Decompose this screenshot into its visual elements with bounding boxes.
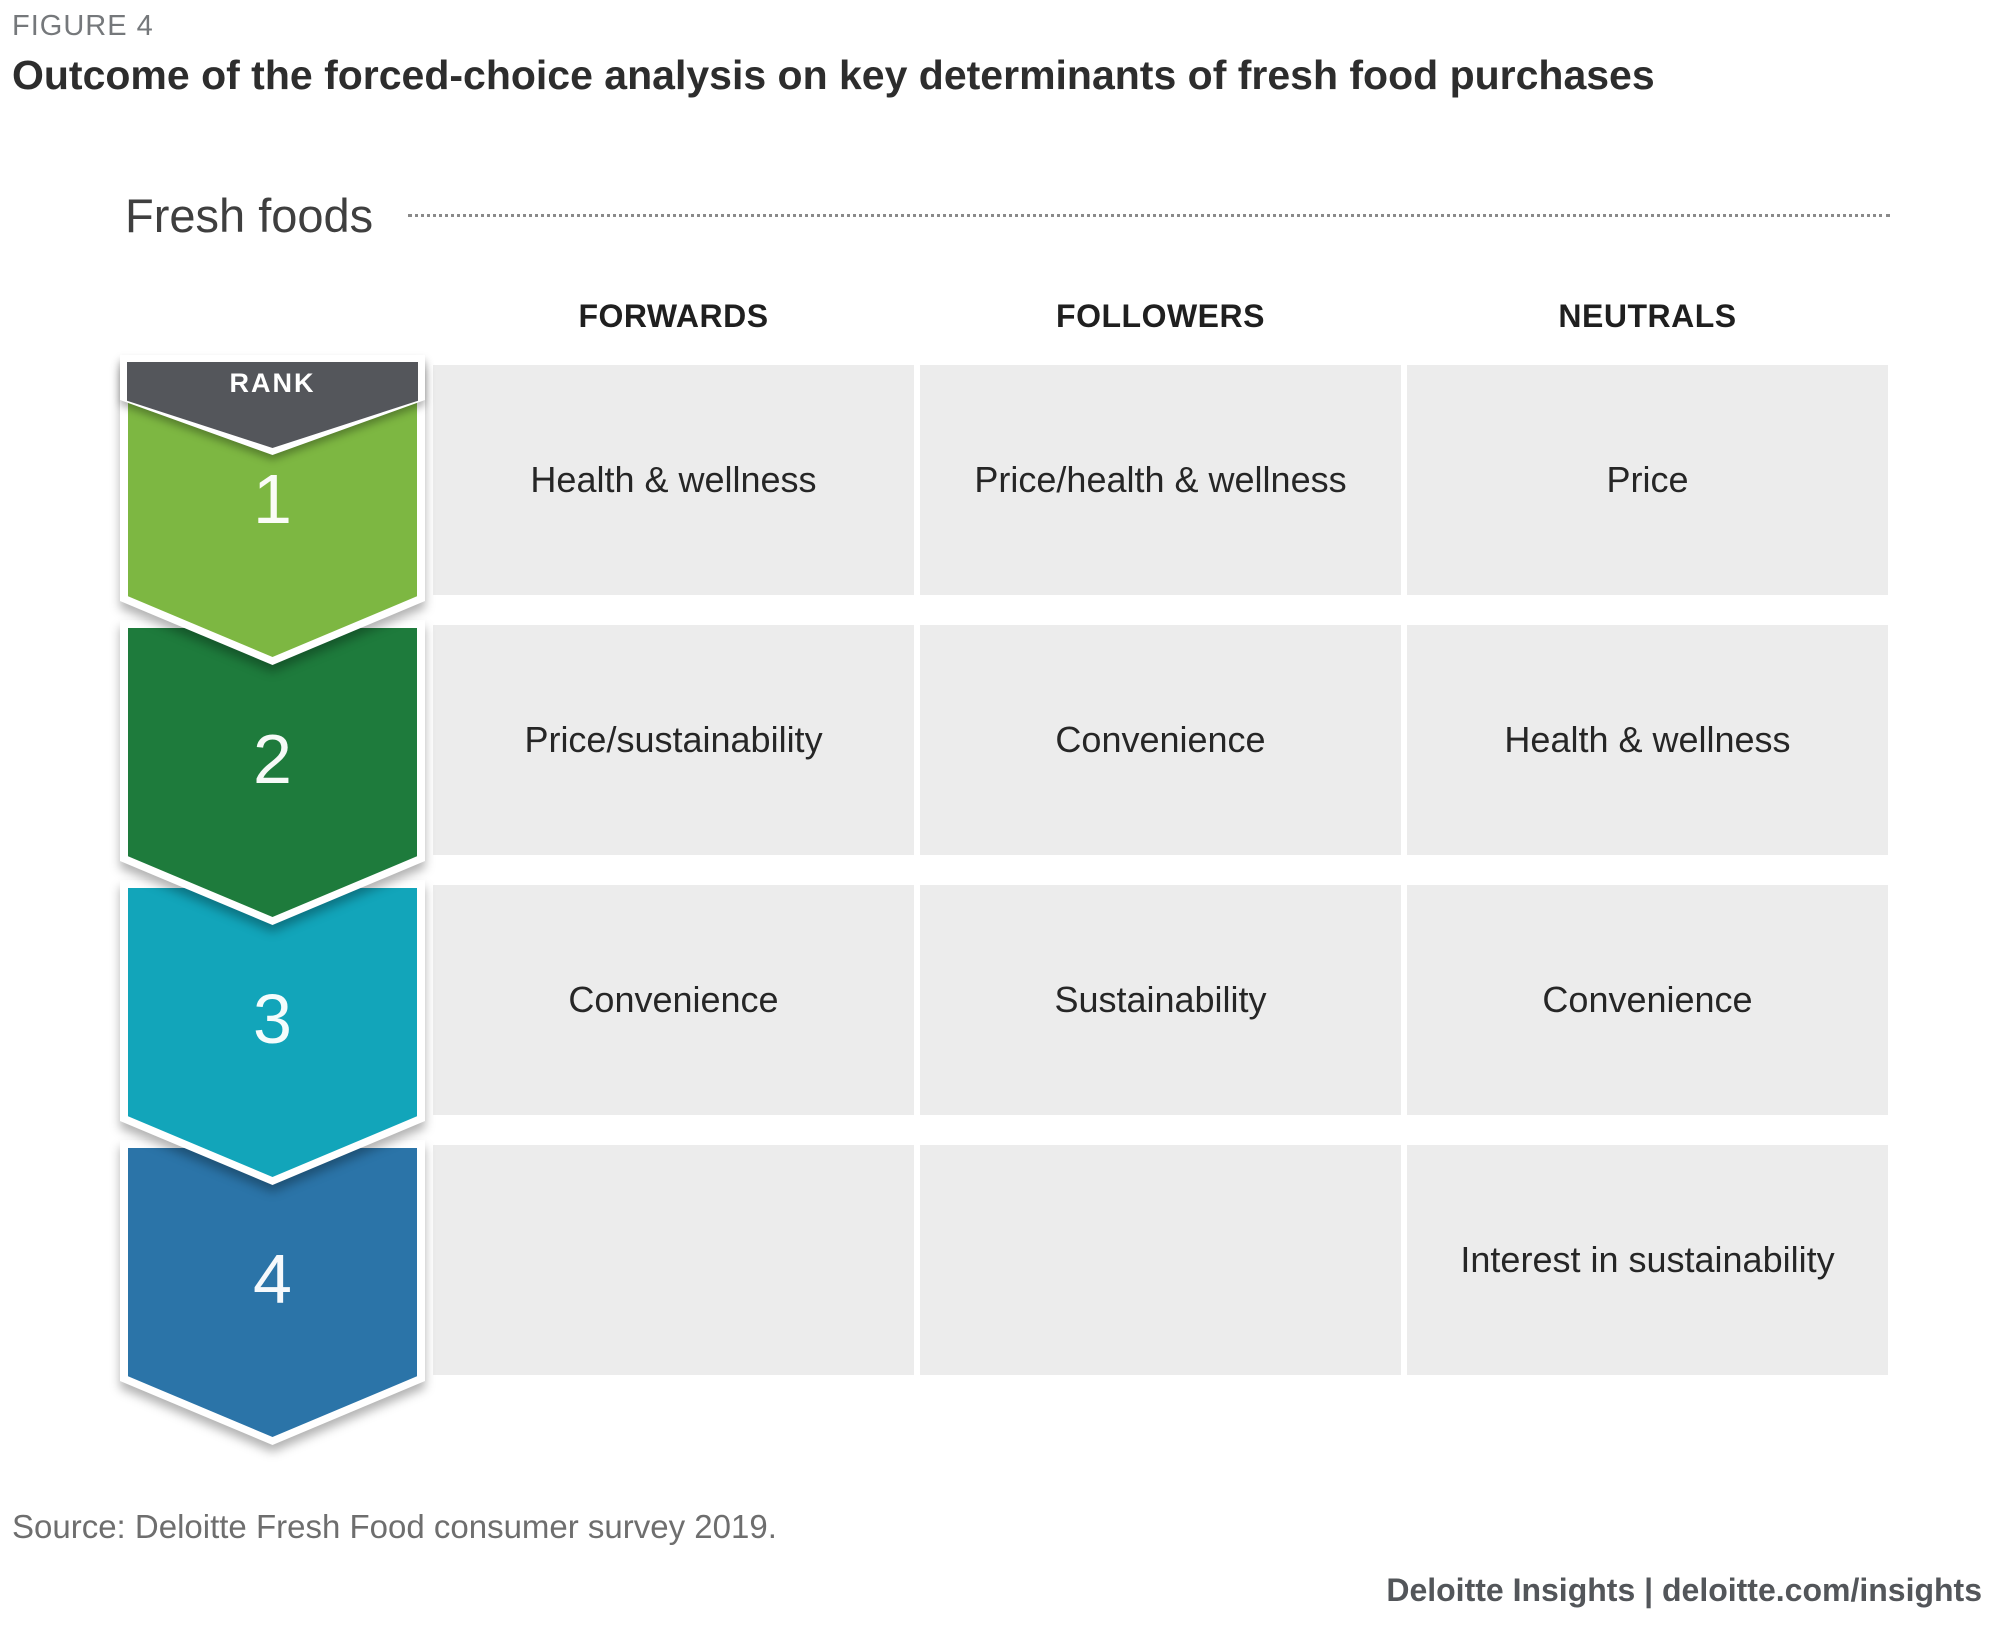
rank-badge: RANK xyxy=(120,355,425,455)
rank-chevron-4: 4 xyxy=(120,1140,425,1445)
rank-chevron-4-fill: 4 xyxy=(128,1148,417,1437)
section-header: Fresh foods xyxy=(125,188,1890,243)
cell-r2-neutrals: Health & wellness xyxy=(1407,625,1888,855)
rank-badge-label: RANK xyxy=(229,368,316,398)
cell-r1-neutrals: Price xyxy=(1407,365,1888,595)
column-header-followers: FOLLOWERS xyxy=(1056,298,1265,334)
rank-chevron-2: 2 xyxy=(120,620,425,925)
rank-number-2: 2 xyxy=(253,719,292,798)
rank-chevron-2-fill: 2 xyxy=(128,628,417,917)
dotted-rule xyxy=(408,214,1890,217)
rank-table: Health & wellness Price/health & wellnes… xyxy=(433,365,1888,1375)
rank-number-4: 4 xyxy=(253,1239,292,1318)
rank-number-1: 1 xyxy=(253,459,292,538)
rank-badge-outline: RANK xyxy=(120,355,425,455)
rank-number-3: 3 xyxy=(253,979,292,1058)
rank-chevron-2-outline: 2 xyxy=(120,620,425,925)
rank-chevron-4-outline: 4 xyxy=(120,1140,425,1445)
cell-r2-followers: Convenience xyxy=(920,625,1401,855)
figure-label: FIGURE 4 xyxy=(12,10,154,42)
rank-column: 1 2 3 4 xyxy=(120,355,425,1455)
cell-r4-followers xyxy=(920,1145,1401,1375)
cell-r1-forwards: Health & wellness xyxy=(433,365,914,595)
rank-chevron-3: 3 xyxy=(120,880,425,1185)
cell-r3-followers: Sustainability xyxy=(920,885,1401,1115)
rank-chevron-3-fill: 3 xyxy=(128,888,417,1177)
cell-r4-forwards xyxy=(433,1145,914,1375)
section-label: Fresh foods xyxy=(125,189,374,242)
cell-r3-forwards: Convenience xyxy=(433,885,914,1115)
cell-r4-neutrals: Interest in sustainability xyxy=(1407,1145,1888,1375)
rank-badge-fill: RANK xyxy=(127,362,418,448)
brand-footer: Deloitte Insights | deloitte.com/insight… xyxy=(1386,1572,1982,1608)
source-note: Source: Deloitte Fresh Food consumer sur… xyxy=(12,1508,777,1545)
column-header-forwards: FORWARDS xyxy=(578,298,769,334)
cell-r1-followers: Price/health & wellness xyxy=(920,365,1401,595)
column-header-neutrals: NEUTRALS xyxy=(1558,298,1737,334)
rank-chevron-3-outline: 3 xyxy=(120,880,425,1185)
cell-r2-forwards: Price/sustainability xyxy=(433,625,914,855)
figure-title: Outcome of the forced-choice analysis on… xyxy=(12,52,1655,98)
cell-r3-neutrals: Convenience xyxy=(1407,885,1888,1115)
column-headers: FORWARDS FOLLOWERS NEUTRALS xyxy=(433,298,1888,335)
